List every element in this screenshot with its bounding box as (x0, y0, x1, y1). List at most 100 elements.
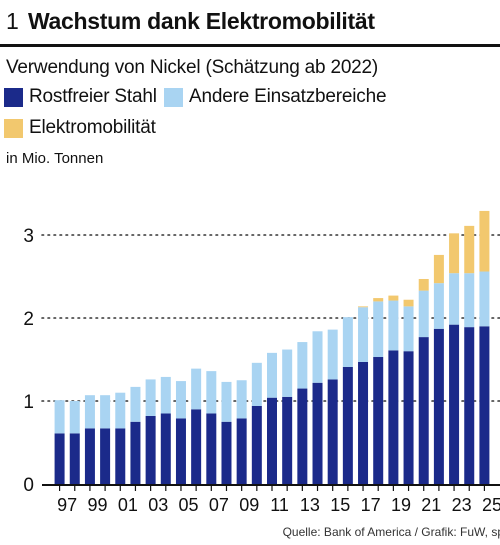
bar-2009-series-1 (236, 380, 247, 419)
x-tick-label-99: 99 (88, 495, 108, 515)
bar-2006-series-1 (191, 368, 202, 410)
bar-2018-series-2 (373, 298, 384, 302)
bar-2025-series-0 (479, 326, 490, 484)
bar-1998-series-0 (69, 433, 80, 484)
bar-2008-series-0 (221, 421, 232, 484)
bar-1997-series-1 (54, 400, 65, 434)
y-tick-label-3: 3 (23, 226, 34, 247)
bar-2021-series-2 (418, 278, 429, 291)
bar-2004-series-0 (160, 413, 171, 484)
x-tick-label-11: 11 (270, 495, 289, 515)
y-tick-label-0: 0 (23, 475, 34, 496)
bar-2021-series-0 (418, 337, 429, 484)
legend: Rostfreier Stahl Andere Einsatzbereiche … (4, 86, 500, 146)
legend-item-andere-einsatzbereiche: Andere Einsatzbereiche (164, 86, 387, 108)
legend-item-rostfreier-stahl: Rostfreier Stahl (4, 86, 157, 108)
bar-2020-series-0 (403, 351, 414, 484)
bar-1997-series-0 (54, 433, 65, 484)
bar-2017-series-1 (358, 307, 369, 362)
bar-2022-series-0 (433, 328, 444, 484)
title-row: 1 Wachstum dank Elektromobilität (6, 8, 500, 40)
bar-2004-series-1 (160, 376, 171, 414)
bar-2005-series-1 (175, 381, 186, 419)
bar-1999-series-0 (84, 428, 95, 484)
bar-2011-series-1 (267, 352, 277, 398)
bar-2020-series-2 (403, 299, 414, 307)
bar-2023-series-2 (449, 233, 460, 274)
x-tick-label-05: 05 (179, 495, 199, 515)
bar-2014-series-0 (312, 382, 323, 484)
bar-1999-series-1 (84, 395, 95, 429)
bar-2008-series-1 (221, 381, 232, 422)
unit-label: in Mio. Tonnen (6, 150, 104, 167)
x-tick-label-13: 13 (300, 495, 320, 515)
legend-swatch-andere-einsatzbereiche (164, 87, 183, 107)
bar-2007-series-0 (206, 413, 217, 484)
legend-label-elektromobilitaet: Elektromobilität (29, 117, 156, 138)
bar-2018-series-0 (373, 357, 384, 484)
x-tick-label-23: 23 (452, 495, 472, 515)
x-tick-label-21: 21 (421, 495, 441, 515)
bar-2017-series-0 (358, 361, 369, 484)
bar-2017-series-2 (358, 306, 369, 308)
bar-2023-series-0 (449, 324, 460, 484)
bar-2013-series-0 (297, 388, 308, 484)
figure-number: 1 (6, 8, 19, 34)
bar-2025-series-2 (479, 210, 490, 272)
bar-2010-series-0 (251, 405, 262, 484)
x-tick-label-19: 19 (391, 495, 411, 515)
bar-2015-series-1 (327, 329, 338, 380)
legend-swatch-rostfreier-stahl (4, 87, 23, 107)
bar-2019-series-2 (388, 295, 399, 301)
bar-2002-series-0 (130, 421, 141, 484)
bar-2011-series-0 (267, 397, 277, 484)
x-tick-label-07: 07 (209, 495, 229, 515)
bar-2012-series-1 (282, 349, 293, 397)
bar-2016-series-0 (342, 366, 353, 484)
legend-swatch-elektromobilitaet (4, 118, 23, 138)
bar-2007-series-1 (206, 371, 217, 414)
bar-2023-series-1 (449, 273, 460, 325)
bar-2020-series-1 (403, 306, 414, 352)
bar-2003-series-0 (145, 415, 156, 484)
bar-2024-series-1 (464, 273, 475, 328)
y-tick-label-2: 2 (23, 309, 34, 330)
source-note: Quelle: Bank of America / Grafik: FuW, s… (282, 525, 500, 539)
x-tick-label-09: 09 (239, 495, 259, 515)
bar-2019-series-0 (388, 350, 399, 484)
bar-2022-series-2 (433, 254, 444, 284)
x-tick-label-15: 15 (330, 495, 350, 515)
chart-subtitle: Verwendung von Nickel (Schätzung ab 2022… (6, 57, 379, 78)
bar-2016-series-1 (342, 317, 353, 367)
bar-1998-series-1 (69, 401, 80, 434)
bar-2001-series-1 (115, 392, 126, 429)
x-tick-label-01: 01 (118, 495, 138, 515)
bar-2014-series-1 (312, 331, 323, 383)
x-tick-label-97: 97 (57, 495, 77, 515)
bar-2002-series-1 (130, 386, 141, 422)
legend-label-rostfreier-stahl: Rostfreier Stahl (29, 86, 157, 107)
x-tick-label-25: 25 (482, 495, 500, 515)
bar-2003-series-1 (145, 379, 156, 416)
bar-2022-series-1 (433, 283, 444, 329)
bar-2024-series-2 (464, 225, 475, 274)
bar-2018-series-1 (373, 301, 384, 358)
bar-2010-series-1 (251, 362, 262, 406)
y-tick-label-1: 1 (23, 392, 34, 413)
bar-2000-series-0 (100, 428, 111, 484)
legend-label-andere-einsatzbereiche: Andere Einsatzbereiche (189, 86, 387, 107)
bar-2013-series-1 (297, 342, 308, 389)
title-divider (0, 44, 500, 47)
bar-2009-series-0 (236, 418, 247, 484)
bar-2021-series-1 (418, 290, 429, 338)
bar-2024-series-0 (464, 327, 475, 484)
bar-2025-series-1 (479, 271, 490, 327)
bar-2000-series-1 (100, 395, 111, 429)
chart-title: Wachstum dank Elektromobilität (28, 8, 375, 34)
bar-2001-series-0 (115, 428, 126, 484)
x-tick-label-17: 17 (361, 495, 381, 515)
bar-2006-series-0 (191, 409, 202, 484)
bar-2015-series-0 (327, 379, 338, 484)
legend-item-elektromobilitaet: Elektromobilität (4, 117, 156, 139)
